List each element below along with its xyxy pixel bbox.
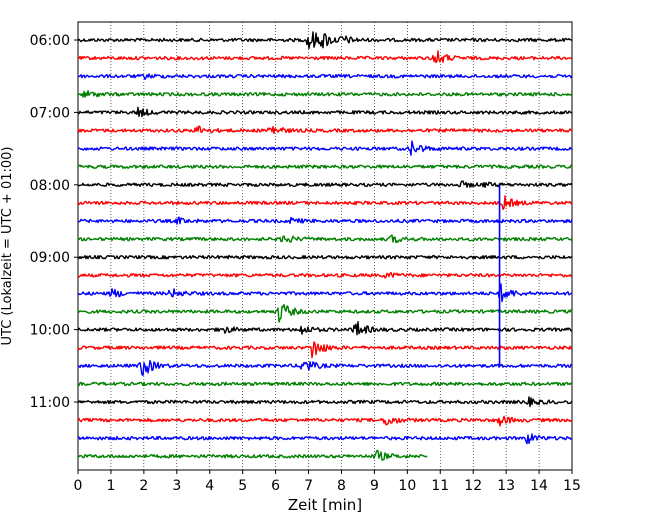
trace-line (77, 31, 573, 50)
trace-line (77, 254, 573, 260)
x-tick-label: 3 (172, 478, 181, 494)
y-tick-label: 06:00 (30, 33, 70, 49)
x-axis-ticks: 0 1 2 3 4 5 6 7 8 9 10 11 12 13 14 15 (74, 470, 581, 494)
trace-line (77, 321, 573, 336)
x-tick-label: 13 (497, 478, 515, 494)
x-tick-label: 10 (398, 478, 416, 494)
trace-line (77, 449, 428, 461)
trace-line (77, 180, 573, 189)
y-tick-label: 08:00 (30, 178, 70, 194)
y-tick-label: 07:00 (30, 105, 70, 121)
trace-line (77, 195, 573, 211)
y-axis-ticks: 06:00 07:00 08:00 09:00 10:00 11:00 (30, 33, 78, 411)
x-tick-label: 8 (337, 478, 346, 494)
x-axis-label: Zeit [min] (288, 496, 362, 514)
trace-line (77, 125, 573, 135)
seismic-traces (77, 31, 573, 461)
trace-line (77, 234, 573, 244)
y-tick-label: 10:00 (30, 323, 70, 339)
trace-line (77, 303, 573, 323)
trace-line (77, 73, 573, 81)
trace-line (77, 140, 572, 157)
x-tick-label: 14 (530, 478, 548, 494)
x-tick-label: 0 (74, 478, 83, 494)
y-axis-label: UTC (Lokalzeit = UTC + 01:00) (0, 147, 15, 346)
trace-line (77, 415, 573, 427)
trace-line (77, 164, 573, 170)
trace-line (77, 271, 573, 279)
x-tick-label: 11 (431, 478, 449, 494)
x-tick-label: 1 (106, 478, 115, 494)
trace-line (77, 341, 573, 359)
x-tick-label: 6 (271, 478, 280, 494)
x-tick-label: 2 (139, 478, 148, 494)
y-tick-label: 11:00 (30, 395, 70, 411)
trace-line (77, 433, 573, 445)
trace-line (77, 106, 573, 118)
x-tick-label: 12 (464, 478, 482, 494)
x-tick-label: 5 (238, 478, 247, 494)
x-tick-label: 15 (563, 478, 581, 494)
trace-line (77, 381, 573, 387)
trace-line (77, 396, 573, 408)
plot-frame (77, 21, 573, 471)
x-tick-label: 4 (205, 478, 214, 494)
trace-line (77, 283, 573, 303)
x-tick-label: 9 (370, 478, 379, 494)
x-tick-label: 7 (304, 478, 313, 494)
trace-line (77, 89, 573, 98)
y-tick-label: 09:00 (30, 250, 70, 266)
trace-line (77, 50, 573, 64)
trace-line (77, 216, 573, 225)
trace-line (77, 359, 573, 376)
